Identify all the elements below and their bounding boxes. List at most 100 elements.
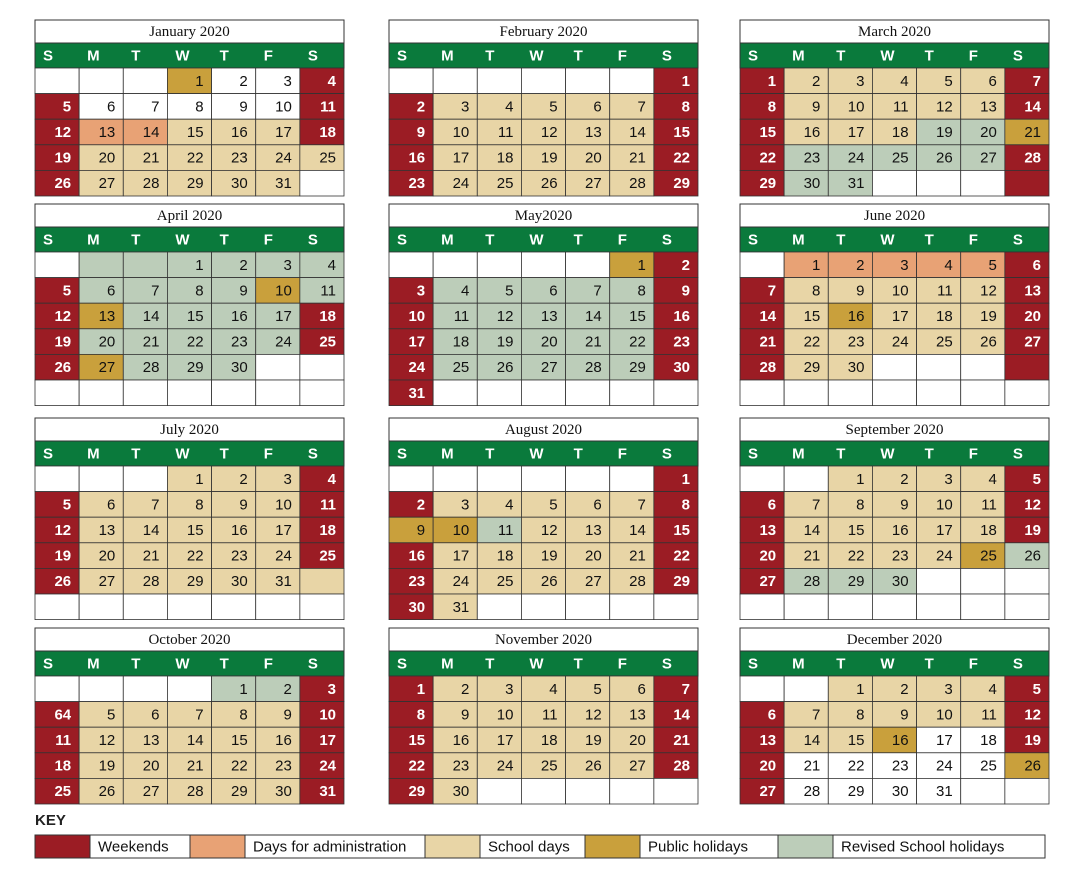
- day-number: 4: [989, 681, 997, 698]
- day-cell: [432, 302, 478, 330]
- day-number: 26: [541, 573, 558, 590]
- day-cell: [960, 675, 1006, 703]
- day-number: 24: [275, 548, 292, 565]
- weekday-label: S: [308, 47, 318, 64]
- day-number: 30: [275, 783, 292, 800]
- day-cell: [521, 93, 566, 120]
- day-cell: [739, 251, 785, 279]
- day-number: 14: [143, 124, 160, 141]
- day-number: 6: [593, 496, 601, 513]
- day-number: 24: [497, 758, 514, 775]
- day-cell: [34, 593, 80, 621]
- day-number: 12: [99, 732, 116, 749]
- day-cell: [1004, 752, 1050, 779]
- day-number: 23: [231, 334, 248, 351]
- day-number: 19: [585, 732, 602, 749]
- day-number: 10: [453, 124, 470, 141]
- day-cell: [609, 701, 655, 728]
- day-number: 31: [275, 573, 292, 590]
- day-number: 23: [892, 758, 909, 775]
- day-cell: [388, 465, 434, 493]
- day-number: 24: [453, 573, 470, 590]
- day-cell: [653, 67, 699, 95]
- weekday-label: S: [1013, 231, 1023, 248]
- day-number: 16: [892, 732, 909, 749]
- day-number: 21: [804, 548, 821, 565]
- day-cell: [211, 118, 257, 146]
- day-number: 24: [936, 548, 953, 565]
- day-cell: [432, 118, 478, 146]
- day-number: 6: [989, 73, 997, 90]
- day-cell: [739, 778, 785, 805]
- day-cell: [255, 726, 301, 754]
- day-cell: [565, 379, 611, 407]
- day-cell: [827, 516, 873, 544]
- day-number: 9: [900, 496, 908, 513]
- day-number: 29: [673, 175, 690, 192]
- day-cell: [916, 568, 962, 595]
- day-number: 26: [54, 573, 71, 590]
- day-number: 13: [1024, 282, 1041, 299]
- day-number: 5: [63, 282, 71, 299]
- weekday-header: [388, 226, 699, 253]
- day-number: 1: [417, 681, 425, 698]
- month-title: June 2020: [864, 208, 925, 224]
- weekday-label: W: [880, 231, 895, 248]
- day-number: 6: [768, 706, 776, 723]
- weekday-label: W: [880, 445, 895, 462]
- day-number: 6: [1033, 257, 1041, 274]
- day-cell: [960, 251, 1006, 279]
- day-cell: [783, 93, 829, 120]
- day-cell: [211, 302, 257, 330]
- day-cell: [1004, 568, 1050, 595]
- day-cell: [916, 465, 962, 493]
- day-cell: [122, 491, 168, 518]
- day-number: 12: [541, 522, 558, 539]
- day-cell: [653, 251, 699, 279]
- day-number: 20: [629, 732, 646, 749]
- day-number: 5: [944, 73, 952, 90]
- month-title: February 2020: [500, 24, 588, 40]
- day-cell: [521, 752, 566, 779]
- day-cell: [299, 379, 345, 407]
- day-number: 19: [54, 150, 71, 167]
- day-number: 14: [804, 732, 821, 749]
- day-cell: [1004, 302, 1050, 330]
- day-cell: [916, 118, 962, 146]
- day-cell: [388, 778, 434, 805]
- day-number: 28: [1024, 150, 1041, 167]
- day-number: 19: [541, 150, 558, 167]
- day-cell: [78, 118, 124, 146]
- day-cell: [521, 353, 566, 381]
- day-cell: [872, 701, 917, 728]
- day-number: 25: [980, 758, 997, 775]
- day-cell: [565, 277, 611, 304]
- day-cell: [609, 353, 655, 381]
- day-number: 20: [585, 548, 602, 565]
- day-number: 30: [804, 175, 821, 192]
- day-number: 7: [682, 681, 690, 698]
- day-number: 23: [453, 758, 470, 775]
- day-number: 26: [1024, 548, 1041, 565]
- day-number: 27: [143, 783, 160, 800]
- day-number: 4: [900, 73, 908, 90]
- day-cell: [78, 67, 124, 95]
- day-number: 10: [275, 98, 292, 115]
- day-number: 10: [453, 522, 470, 539]
- day-cell: [476, 778, 522, 805]
- day-number: 1: [195, 73, 203, 90]
- day-cell: [78, 701, 124, 728]
- weekday-label: F: [618, 445, 627, 462]
- day-number: 13: [585, 124, 602, 141]
- day-cell: [783, 277, 829, 304]
- day-number: 4: [505, 98, 513, 115]
- day-cell: [167, 491, 212, 518]
- day-number: 9: [239, 282, 247, 299]
- day-number: 23: [892, 548, 909, 565]
- weekday-label: M: [87, 445, 100, 462]
- key-label: Weekends: [98, 838, 169, 855]
- day-cell: [388, 542, 434, 569]
- day-cell: [299, 542, 345, 569]
- day-cell: [827, 778, 873, 805]
- day-cell: [1004, 516, 1050, 544]
